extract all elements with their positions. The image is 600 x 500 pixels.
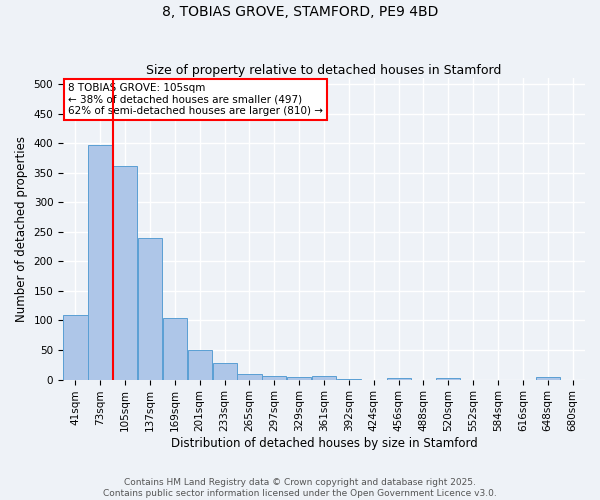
Bar [287,376,311,380]
Bar [337,379,361,380]
Text: 8 TOBIAS GROVE: 105sqm
← 38% of detached houses are smaller (497)
62% of semi-de: 8 TOBIAS GROVE: 105sqm ← 38% of detached… [68,82,323,116]
Bar [212,363,236,380]
X-axis label: Distribution of detached houses by size in Stamford: Distribution of detached houses by size … [170,437,478,450]
Text: 8, TOBIAS GROVE, STAMFORD, PE9 4BD: 8, TOBIAS GROVE, STAMFORD, PE9 4BD [162,5,438,19]
Bar [436,378,460,380]
Bar [64,314,88,380]
Bar [188,350,212,380]
Text: Contains HM Land Registry data © Crown copyright and database right 2025.
Contai: Contains HM Land Registry data © Crown c… [103,478,497,498]
Bar [238,374,262,380]
Bar [138,238,162,380]
Bar [163,318,187,380]
Bar [262,376,286,380]
Y-axis label: Number of detached properties: Number of detached properties [15,136,28,322]
Bar [113,166,137,380]
Bar [386,378,410,380]
Bar [536,377,560,380]
Title: Size of property relative to detached houses in Stamford: Size of property relative to detached ho… [146,64,502,77]
Bar [88,145,112,380]
Bar [312,376,336,380]
